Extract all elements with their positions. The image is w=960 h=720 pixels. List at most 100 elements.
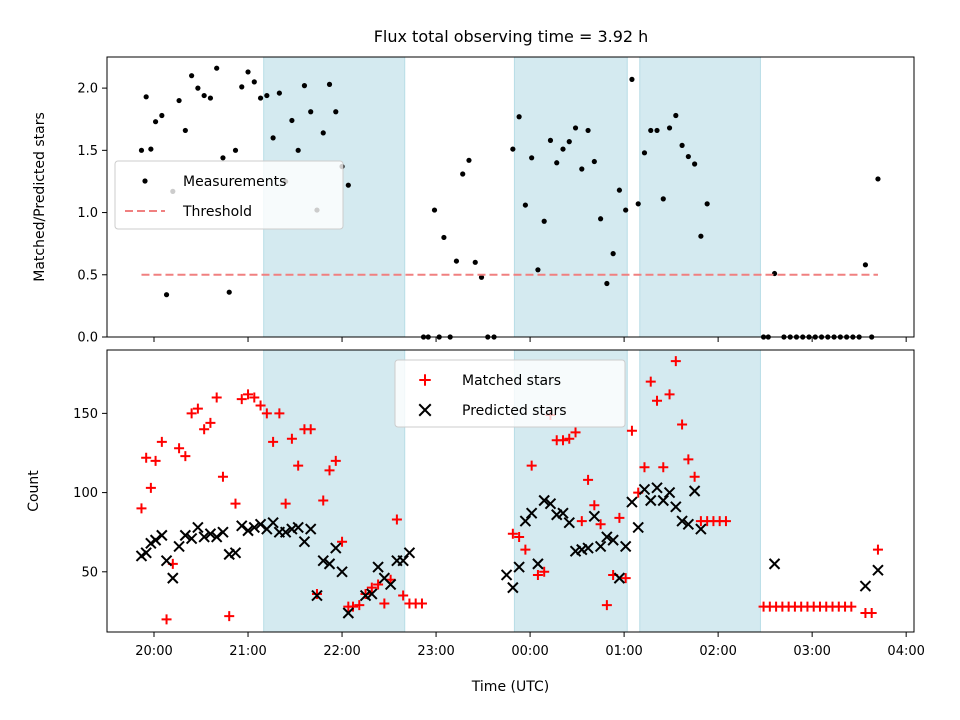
measurement-point <box>698 233 704 239</box>
predicted-point <box>670 501 682 513</box>
predicted-point <box>768 558 781 570</box>
x-tick-label: 03:00 <box>793 644 830 659</box>
matched-point <box>872 544 883 555</box>
ax1-legend-swatch <box>142 178 148 184</box>
ax1-shaded-interval-2 <box>639 56 761 338</box>
predicted-point <box>594 540 607 553</box>
measurement-point <box>159 112 165 119</box>
measurement-point <box>623 207 629 213</box>
x-tick-label: 21:00 <box>229 644 266 659</box>
predicted-point <box>500 569 513 581</box>
matched-point <box>337 536 348 547</box>
predicted-point <box>167 572 179 584</box>
measurement-point <box>143 94 149 100</box>
bottom-panel-frame <box>106 349 915 633</box>
predicted-point <box>619 540 632 553</box>
predicted-point <box>638 483 651 496</box>
measurement-point <box>629 76 635 82</box>
x-tick-label: 01:00 <box>605 644 642 659</box>
predicted-point <box>613 572 626 584</box>
matched-point <box>846 601 857 612</box>
measurement-point <box>472 259 478 265</box>
matched-point <box>639 462 650 473</box>
measurement-point <box>692 161 698 167</box>
matched-point <box>186 408 197 419</box>
predicted-point <box>532 558 544 570</box>
matched-point <box>416 598 427 609</box>
matched-point <box>564 433 575 444</box>
predicted-point <box>185 532 198 545</box>
top-panel-y-ticks: 0.0 0.5 1.0 1.5 2.0 <box>77 82 107 346</box>
measurement-point <box>529 155 535 161</box>
matched-point <box>211 392 222 403</box>
matched-point <box>652 395 663 406</box>
measurement-point <box>466 157 472 163</box>
measurement-point <box>264 92 270 99</box>
measurement-point <box>875 176 881 182</box>
measurement-point <box>453 258 460 264</box>
ax2-legend-box <box>394 359 626 428</box>
matched-point <box>532 569 543 580</box>
predicted-point <box>563 516 575 529</box>
measurement-point <box>138 147 145 153</box>
matched-point <box>150 455 161 466</box>
matched-point <box>255 400 266 411</box>
predicted-point <box>267 516 279 529</box>
predicted-point <box>397 555 409 567</box>
predicted-point <box>645 494 657 507</box>
x-axis-label: Time (UTC) <box>471 679 549 695</box>
measurement-point <box>182 127 188 134</box>
top-panel-legend: Measurements Threshold <box>114 160 344 230</box>
matched-point <box>626 425 637 436</box>
ax1-y-tick-label: 1.0 <box>77 206 98 221</box>
predicted-point <box>198 531 210 543</box>
measurement-point <box>541 218 547 224</box>
ax1-y-tick-label: 0.0 <box>77 331 98 346</box>
matched-point <box>354 600 365 611</box>
matched-point <box>145 482 156 493</box>
measurement-point <box>685 153 691 160</box>
predicted-point <box>336 566 348 578</box>
matched-point <box>330 455 341 466</box>
matched-point <box>595 519 606 530</box>
measurement-point <box>176 97 182 104</box>
ax2-legend-label: Predicted stars <box>462 403 567 419</box>
x-tick-label: 23:00 <box>417 644 454 659</box>
matched-point <box>280 498 291 509</box>
matched-point <box>620 573 631 584</box>
predicted-point <box>859 580 872 592</box>
predicted-point <box>160 555 173 567</box>
x-tick-label: 04:00 <box>887 644 924 659</box>
matched-point <box>136 503 147 514</box>
matched-point <box>677 419 688 430</box>
matched-point <box>514 531 525 542</box>
measurement-point <box>245 69 251 75</box>
matched-point <box>670 356 681 367</box>
matched-point <box>224 611 235 622</box>
matched-point <box>658 462 669 473</box>
predicted-point <box>663 486 676 499</box>
measurement-point <box>431 207 438 213</box>
matched-point <box>243 389 254 400</box>
matched-point <box>324 465 335 476</box>
x-tick-label: 22:00 <box>323 644 360 659</box>
predicted-point <box>538 494 550 507</box>
predicted-point <box>657 494 669 507</box>
predicted-point <box>695 523 707 535</box>
measurement-point <box>257 95 264 101</box>
measurement-point <box>289 117 295 124</box>
matched-point <box>866 607 877 618</box>
predicted-point <box>607 534 619 546</box>
measurement-point <box>591 158 597 165</box>
top-panel-series <box>138 65 881 340</box>
top-panel-x-ticks <box>153 337 907 342</box>
measurement-point <box>572 125 579 131</box>
ax1-y-tick-label: 2.0 <box>77 82 98 97</box>
predicted-point <box>305 523 317 535</box>
measurement-point <box>673 112 679 119</box>
predicted-point <box>317 555 329 567</box>
predicted-point <box>557 507 569 519</box>
matched-point <box>318 495 329 506</box>
predicted-point <box>588 510 601 523</box>
measurement-point <box>232 147 239 153</box>
